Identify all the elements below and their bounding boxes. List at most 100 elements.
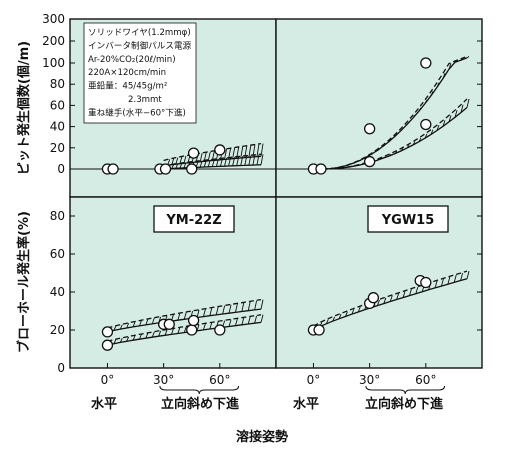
bottom-right-band-0-hatch-13: [396, 293, 400, 300]
bottom-left-ytick-label-2: 40: [50, 285, 65, 299]
bottom-right-band-0-hatch-14: [402, 291, 406, 298]
bottom-left-point-6: [214, 324, 226, 336]
top-left-ytick-label-6: 200: [42, 34, 65, 48]
bottom-right-band-0-hatch-19: [434, 280, 438, 289]
condition-line-4: 亜鉛量：45/45g/m²: [88, 80, 167, 92]
top-left-ytick-label-3: 60: [50, 98, 65, 112]
bottom-left-band-1-hatch-9: [164, 329, 168, 336]
bottom-left-band-1-hatch-10: [171, 328, 174, 335]
top-right-band-0-upper: [322, 55, 468, 170]
top-left-point-6: [214, 144, 226, 156]
bottom-left-band-0-hatch-17: [215, 306, 219, 316]
top-left-point-4: [186, 163, 198, 175]
bottom-right-band-0-hatch-15: [409, 289, 412, 296]
top-right-band-1-hatch-22: [454, 110, 458, 118]
bottom-left-band-1-hatch-16: [209, 322, 213, 330]
bottom-left-ytick-label-4: 80: [50, 209, 65, 223]
top-left-ytick-label-0: 0: [57, 162, 65, 176]
top-left-band-0-hatch-23: [256, 144, 260, 157]
bottom-left-point-0: [101, 326, 114, 338]
bottom-right-band-0-hatch-16: [415, 287, 419, 294]
bottom-left-ytick-label-1: 20: [50, 323, 65, 337]
top-right-band-1-hatch-24: [466, 98, 470, 108]
top-left-band-0-hatch-19: [240, 146, 244, 159]
top-right-point-1: [315, 163, 327, 175]
xlabel-main: 溶接姿勢: [236, 429, 288, 445]
condition-line-0: ソリッドワイヤ(1.2mmφ): [88, 28, 191, 38]
bottom-right-brace: [365, 385, 446, 395]
bottom-right-band-0-hatch-21: [447, 276, 451, 285]
bottom-right-band-0-hatch-20: [440, 278, 444, 287]
bottom-left-band-0-hatch-3: [126, 323, 130, 329]
top-left-band-0-hatch-21: [248, 145, 252, 158]
top-left-band-1-hatch-12: [211, 159, 215, 167]
top-left-band-1-hatch-18: [236, 156, 240, 166]
bottom-left-point-5: [187, 314, 200, 327]
condition-line-3: 220A×120cm/min: [88, 68, 166, 78]
top-left-band-0-hatch-15: [224, 149, 227, 160]
bottom-left-label: YM-22Z: [165, 213, 221, 228]
top-left-band-1-hatch-14: [220, 158, 223, 167]
bottom-left-point-4: [186, 324, 198, 336]
bottom-left-band-1-hatch-21: [241, 317, 245, 325]
bottom-left-band-1-hatch-19: [228, 319, 232, 327]
bottom-right-band-0-hatch-24: [466, 270, 470, 279]
top-right-band-0-hatch-24: [466, 56, 470, 59]
bottom-left-band-1-lower: [107, 321, 262, 346]
ylabel-top: ピット発生個数(個/m): [16, 41, 32, 175]
top-left-band-1-upper: [163, 153, 262, 167]
bottom-left-band-0-hatch-20: [234, 303, 238, 313]
top-right-band-1-hatch-23: [460, 104, 464, 113]
top-left-ytick-label-7: 300: [42, 12, 65, 26]
bottom-left-label-box: [153, 205, 235, 233]
bottom-left-ytick-label-0: 0: [57, 361, 65, 375]
bottom-left-band-1-hatch-6: [145, 333, 149, 339]
top-left-band-0-hatch-3: [175, 157, 179, 165]
bottom-right-point-1: [313, 324, 325, 336]
bottom-right-label: YGW15: [381, 213, 435, 228]
top-left-band-1-hatch-20: [244, 155, 248, 166]
bottom-left-band-0-hatch-22: [247, 301, 251, 311]
bottom-left-point-1: [101, 339, 114, 351]
top-left-band-1-hatch-10: [203, 160, 207, 168]
top-left-band-0-hatch-17: [232, 147, 236, 159]
top-right-background: [276, 19, 482, 197]
top-left-band-1-hatch-24: [260, 154, 264, 165]
bottom-left-band-0-hatch-21: [241, 302, 245, 312]
top-left-band-0-hatch-4: [179, 156, 183, 164]
bottom-left-band-0-hatch-4: [132, 321, 136, 328]
bottom-left-band-0-hatch-6: [145, 319, 149, 326]
top-right-point-2: [363, 123, 376, 135]
top-left-band-1-lower: [163, 164, 262, 170]
bottom-left-band-0-lower: [107, 308, 262, 333]
bottom-right-point-5: [420, 276, 432, 289]
bottom-left-band-0-hatch-12: [183, 312, 187, 320]
top-right-point-5: [420, 118, 432, 131]
condition-line-1: インバータ制御パルス電源: [88, 39, 192, 51]
bottom-right-band-0-hatch-10: [377, 299, 380, 306]
bottom-right-band-0-hatch-6: [351, 309, 355, 315]
bottom-left-band-1-upper: [107, 314, 262, 343]
bottom-left-xtick-label-0: 0°: [101, 373, 115, 387]
top-left-band-1-hatch-15: [224, 157, 227, 167]
bottom-left-band-1-hatch-12: [183, 326, 187, 333]
bottom-left-band-0-hatch-5: [139, 320, 142, 327]
top-left-band-1-hatch-16: [228, 157, 231, 167]
bottom-left-band-1-hatch-4: [132, 335, 136, 341]
bottom-left-band-0-hatch-7: [151, 317, 155, 325]
top-left-band-1-hatch-11: [207, 159, 211, 167]
ylabel-bottom: ブローホール発生率(%): [16, 211, 32, 353]
top-left-band-1-hatch-22: [252, 154, 256, 166]
xlabel-flat-left: 水平: [91, 396, 117, 412]
bottom-right-band-0-hatch-22: [453, 274, 457, 283]
top-left-ytick-label-4: 80: [50, 77, 65, 91]
top-left-point-3: [159, 163, 172, 175]
bottom-right-band-0-hatch-23: [460, 272, 464, 281]
top-left-band-0-hatch-9: [199, 153, 203, 162]
bottom-left-xtick-label-2: 60°: [209, 373, 230, 387]
bottom-left-band-0-upper: [107, 298, 262, 329]
conditions-box: [83, 22, 197, 124]
bottom-left-band-1-hatch-7: [151, 331, 155, 338]
top-left-band-0-hatch-11: [207, 151, 211, 162]
top-left-band-1-hatch-21: [248, 155, 252, 166]
